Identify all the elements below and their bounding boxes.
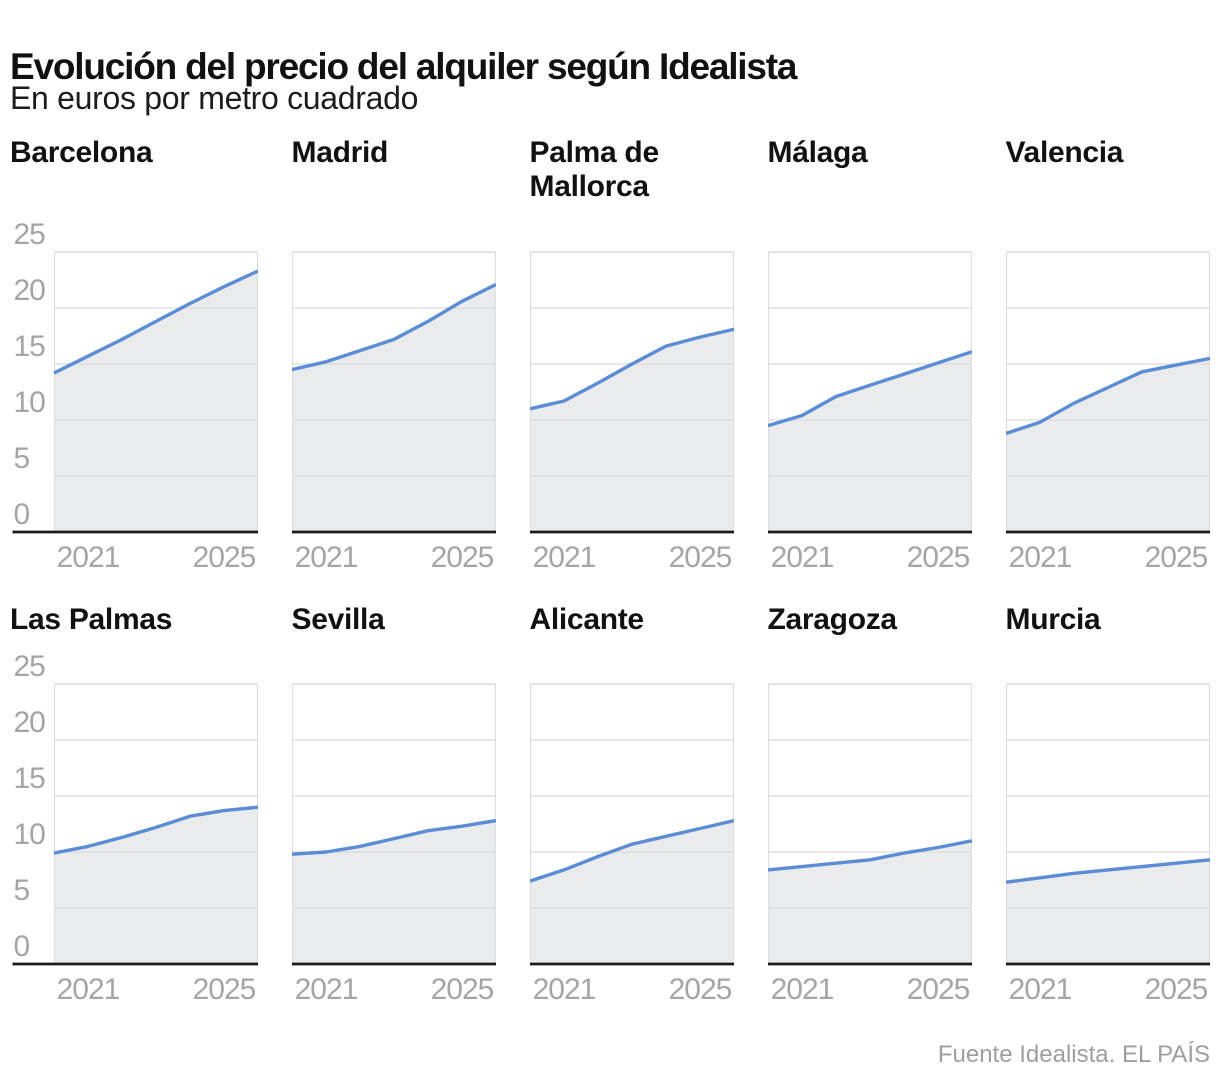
panel-title-valencia: Valencia xyxy=(1005,136,1124,169)
panel-title-m-laga: Málaga xyxy=(767,136,868,169)
y-tick-label: 10 xyxy=(13,818,45,851)
x-tick-label: 2021 xyxy=(770,973,833,1006)
x-tick-label: 2025 xyxy=(1144,541,1207,574)
y-tick-label: 0 xyxy=(13,498,29,531)
panel-title-las-palmas: Las Palmas xyxy=(10,603,173,636)
y-tick-label: 20 xyxy=(13,706,45,739)
y-tick-label: 15 xyxy=(13,330,45,363)
x-tick-label: 2025 xyxy=(430,541,493,574)
x-tick-label: 2025 xyxy=(906,973,969,1006)
panel-title-barcelona: Barcelona xyxy=(10,136,153,169)
chart-barcelona: 2021 2025 25 20 15 10 5 0 xyxy=(12,220,258,574)
y-tick-label: 5 xyxy=(13,442,29,475)
x-tick-label: 2021 xyxy=(532,541,595,574)
y-tick-label: 25 xyxy=(13,652,45,683)
x-tick-label: 2025 xyxy=(668,973,731,1006)
chart-madrid: 2021 2025 xyxy=(291,251,496,574)
panel-title-zaragoza: Zaragoza xyxy=(767,603,898,636)
chart-las-palmas: 2021 2025 25 20 15 10 5 0 xyxy=(12,652,258,1006)
y-tick-label: 10 xyxy=(13,386,45,419)
x-tick-label: 2025 xyxy=(906,541,969,574)
x-tick-label: 2021 xyxy=(56,973,119,1006)
x-tick-label: 2025 xyxy=(1144,973,1207,1006)
panel-title-madrid: Madrid xyxy=(291,136,389,169)
chart-sevilla: 2021 2025 xyxy=(291,683,496,1006)
y-tick-label: 15 xyxy=(13,762,45,795)
panel-title-sevilla: Sevilla xyxy=(291,603,385,636)
x-tick-label: 2021 xyxy=(1008,541,1071,574)
x-tick-label: 2025 xyxy=(192,541,255,574)
y-tick-label: 25 xyxy=(13,220,45,251)
chart-m-laga: 2021 2025 xyxy=(767,251,972,574)
y-tick-label: 20 xyxy=(13,274,45,307)
x-tick-label: 2021 xyxy=(294,541,357,574)
x-tick-label: 2021 xyxy=(770,541,833,574)
chart-palma-de-mallorca: 2021 2025 xyxy=(529,251,734,574)
x-tick-label: 2025 xyxy=(430,973,493,1006)
panel-title-murcia: Murcia xyxy=(1005,603,1101,636)
x-tick-label: 2025 xyxy=(668,541,731,574)
y-tick-label: 0 xyxy=(13,930,29,963)
chart-subtitle: En euros por metro cuadrado xyxy=(10,80,419,116)
panel-title-alicante: Alicante xyxy=(529,603,645,636)
panel-title-palma-de-mallorca: Palma de Mallorca xyxy=(529,136,660,203)
chart-valencia: 2021 2025 xyxy=(1005,251,1210,574)
chart-title: Evolución del precio del alquiler según … xyxy=(10,45,797,87)
x-tick-label: 2021 xyxy=(294,973,357,1006)
y-tick-label: 5 xyxy=(13,874,29,907)
x-tick-label: 2025 xyxy=(192,973,255,1006)
x-tick-label: 2021 xyxy=(532,973,595,1006)
chart-alicante: 2021 2025 xyxy=(529,683,734,1006)
x-tick-label: 2021 xyxy=(56,541,119,574)
source-credit: Fuente Idealista. EL PAÍS xyxy=(937,1041,1210,1068)
chart-zaragoza: 2021 2025 xyxy=(767,683,972,1006)
chart-murcia: 2021 2025 xyxy=(1005,683,1210,1006)
x-tick-label: 2021 xyxy=(1008,973,1071,1006)
